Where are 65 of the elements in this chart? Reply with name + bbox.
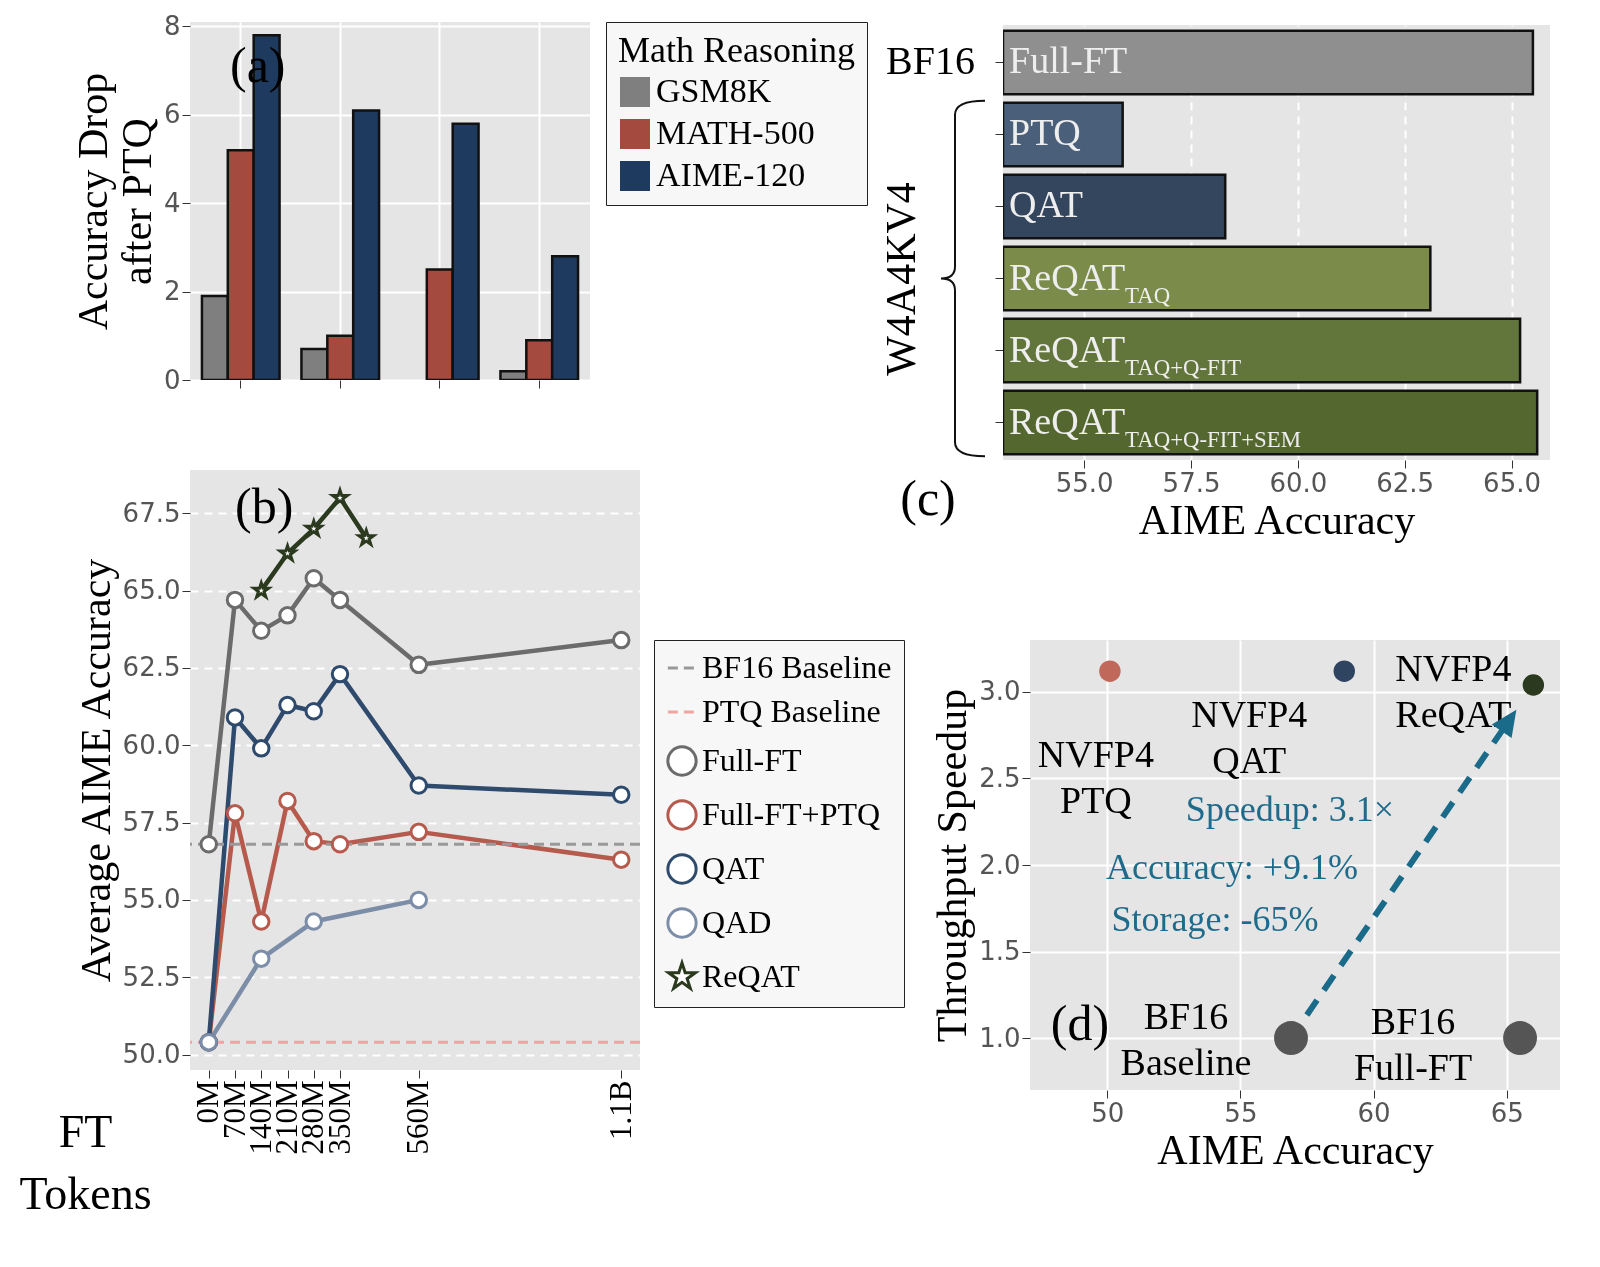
y-tick-label: 4	[163, 187, 181, 218]
legend-label: Full-FT+PTQ	[702, 796, 881, 832]
y-tick-label: ReQAT$_{TAQ}$	[1009, 255, 1171, 308]
y-tick-label: 0	[163, 364, 181, 395]
y-tick-label: 3.0	[979, 676, 1021, 707]
y-axis-title: Average AIME Accuracy	[72, 558, 119, 983]
y-tick-label: 62.5	[122, 652, 181, 683]
y-tick-label: 55.0	[122, 884, 181, 915]
legend-label: QAT	[702, 850, 765, 886]
y-tick-label: 52.5	[122, 961, 181, 992]
y-tick-label: 60.0	[122, 729, 181, 760]
y-tick-label: 8	[163, 10, 181, 41]
annotation: (a)	[230, 37, 286, 93]
y-tick-label: ReQAT$_{TAQ+Q-FIT}$	[1009, 327, 1242, 380]
x-axis-title: AIME Accuracy	[1138, 496, 1416, 543]
text: BF16	[886, 38, 975, 84]
legend-label: Full-FT	[702, 742, 803, 778]
series-label: NVFP4 QAT	[1191, 693, 1308, 782]
series-label: NVFP4 PTQ	[1037, 733, 1154, 822]
x-tick-label: 60	[1357, 1097, 1391, 1128]
y-tick-label: PTQ	[1009, 111, 1081, 154]
annotation: (d)	[1050, 995, 1110, 1051]
legend-label: PTQ Baseline	[702, 693, 881, 729]
legend-label: GSM8K	[656, 72, 772, 109]
annotation: (b)	[235, 478, 294, 534]
legend-label: QAD	[702, 904, 772, 940]
annotation: Accuracy: +9.1%	[1105, 847, 1359, 887]
x-tick-label: 560M	[400, 1080, 436, 1155]
y-axis-title: Throughput Speedup	[929, 688, 976, 1043]
y-tick-label: 67.5	[122, 497, 181, 528]
legend-label: ReQAT	[702, 958, 801, 994]
x-tick-label: 65	[1490, 1097, 1524, 1128]
x-axis-title: FT Tokens	[19, 1105, 152, 1219]
x-tick-label: 62.5	[1376, 467, 1435, 498]
y-tick-label: 2.0	[979, 849, 1021, 880]
x-tick-label: 55	[1224, 1097, 1258, 1128]
y-tick-label: 2.5	[979, 762, 1021, 793]
legend-title: Math Reasoning	[618, 30, 855, 70]
y-tick-label: 6	[163, 99, 181, 130]
annotation: Storage: -65%	[1111, 899, 1319, 939]
annotation: Speedup: 3.1×	[1185, 789, 1395, 829]
y-tick-label: 65.0	[122, 575, 181, 606]
y-tick-label: Full-FT	[1009, 39, 1128, 82]
legend-label: MATH-500	[656, 114, 815, 151]
legend-label: BF16 Baseline	[702, 649, 892, 685]
legend-label: AIME-120	[656, 156, 806, 193]
y-tick-label: 1.0	[979, 1022, 1021, 1053]
x-axis-title: AIME Accuracy	[1157, 1126, 1434, 1173]
y-tick-label: 50.0	[122, 1039, 181, 1070]
series-label: NVFP4 ReQAT	[1395, 647, 1512, 735]
series-label: BF16 Baseline	[1120, 995, 1252, 1084]
x-tick-label: 65.0	[1483, 467, 1541, 498]
y-tick-label: ReQAT$_{TAQ+Q-FIT+SEM}$	[1009, 399, 1301, 452]
text: (c)	[900, 470, 956, 526]
series-label: BF16 Full-FT	[1353, 1000, 1473, 1089]
x-tick-label: 57.5	[1162, 467, 1221, 498]
y-axis-title: W4A4KV4	[877, 182, 924, 376]
y-tick-label: 2	[163, 276, 181, 307]
y-tick-label: 57.5	[122, 807, 181, 838]
x-tick-label: 60.0	[1269, 467, 1328, 498]
y-tick-label: 1.5	[979, 936, 1021, 967]
x-tick-label: 50	[1091, 1097, 1125, 1128]
y-axis-title: Accuracy Drop after PTQ	[69, 72, 160, 331]
x-tick-label: 1.1B	[602, 1080, 638, 1140]
y-tick-label: QAT	[1009, 183, 1083, 226]
